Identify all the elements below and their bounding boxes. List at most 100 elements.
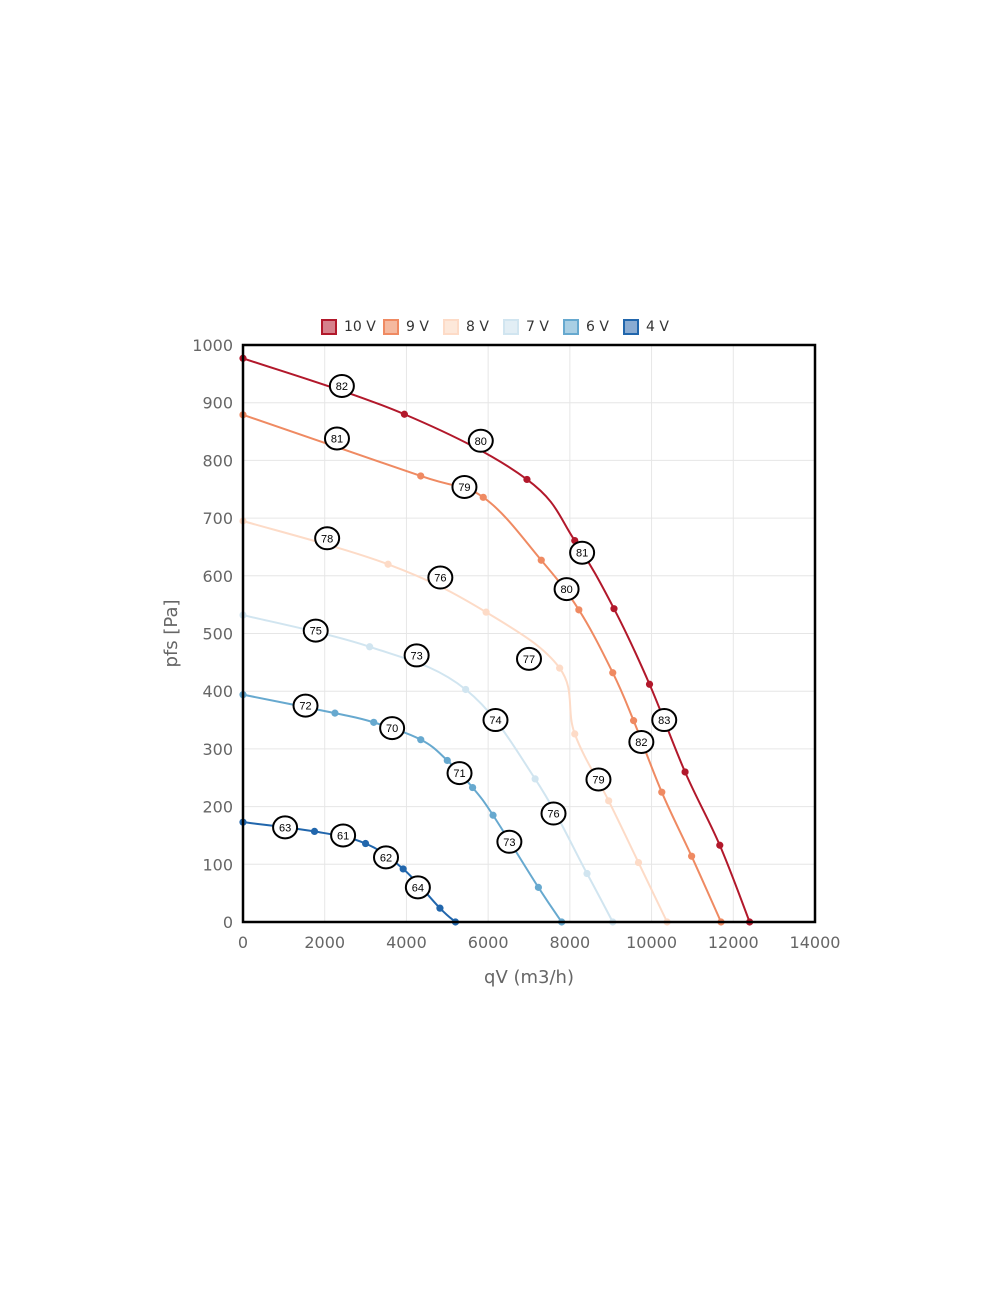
- annotation-label: 78: [321, 533, 333, 545]
- annotation-bubble: [467, 428, 494, 453]
- data-point: [531, 775, 539, 783]
- y-axis-title: pfs [Pa]: [161, 600, 182, 668]
- annotation-label: 83: [658, 715, 670, 727]
- annotation-label: 74: [489, 715, 501, 727]
- legend-label: 10 V: [344, 319, 376, 335]
- annotation-label: 64: [412, 882, 424, 894]
- annotation-bubble: [323, 426, 350, 451]
- annotation-label: 73: [411, 650, 423, 662]
- data-point: [366, 643, 374, 651]
- annotation-bubble: [496, 829, 523, 854]
- series-layer: [239, 354, 754, 926]
- annotation-bubble: [403, 643, 430, 668]
- x-tick-label: 14000: [790, 933, 841, 952]
- annotation-bubble: [302, 618, 329, 643]
- y-tick-label: 800: [202, 451, 233, 470]
- data-point: [523, 475, 531, 484]
- legend-label: 9 V: [406, 319, 429, 335]
- annotation-bubble: [272, 815, 299, 840]
- x-tick-label: 8000: [549, 933, 590, 952]
- x-axis-title: qV (m3/h): [484, 967, 574, 988]
- data-point: [436, 904, 444, 912]
- annotation-bubble: [379, 716, 406, 741]
- annotation-label: 73: [503, 837, 515, 849]
- legend: 10 V 9 V 8 V 7 V 6 V 4 V: [321, 319, 669, 335]
- data-point: [537, 556, 545, 564]
- data-point: [489, 811, 497, 819]
- data-point: [417, 472, 425, 480]
- y-tick-label: 1000: [192, 336, 233, 355]
- data-point: [575, 606, 583, 614]
- series-line: [242, 520, 668, 923]
- y-axis-ticks: 0 100 200 300 400 500 600 700 800 900 1000: [192, 336, 233, 932]
- annotation-bubble: [569, 540, 596, 565]
- data-point: [556, 664, 564, 672]
- data-point: [310, 827, 319, 836]
- annotation-label: 76: [547, 809, 559, 821]
- annotation-label: 79: [592, 774, 604, 786]
- annotation-label: 61: [337, 830, 349, 842]
- data-point: [534, 883, 542, 891]
- x-tick-label: 2000: [304, 933, 345, 952]
- data-point: [331, 709, 339, 717]
- data-point: [479, 493, 487, 501]
- annotation-label: 77: [523, 654, 535, 666]
- annotation-bubble: [451, 474, 478, 499]
- data-point: [443, 756, 451, 765]
- data-point: [658, 788, 666, 796]
- annotation-label: 62: [380, 852, 392, 864]
- annotation-bubble: [516, 646, 542, 671]
- annotation-bubble: [446, 761, 473, 786]
- x-tick-label: 0: [238, 933, 248, 952]
- annotation-label: 71: [453, 768, 465, 780]
- y-tick-label: 400: [202, 682, 233, 701]
- annotation-bubble: [292, 693, 319, 718]
- x-tick-label: 6000: [468, 933, 509, 952]
- data-point: [645, 680, 654, 688]
- x-axis-ticks: 0 2000 4000 6000 8000 10000 12000 14000: [238, 933, 841, 952]
- data-point: [361, 839, 370, 848]
- legend-swatch: [623, 319, 639, 335]
- annotation-label: 72: [299, 701, 311, 713]
- data-point: [583, 869, 591, 878]
- y-tick-label: 0: [223, 913, 233, 932]
- y-tick-label: 500: [202, 625, 233, 644]
- annotation-label: 82: [635, 737, 647, 749]
- annotation-label: 80: [475, 436, 487, 448]
- annotation-label: 70: [386, 723, 398, 735]
- data-point: [634, 858, 643, 867]
- plot-frame: [241, 343, 817, 924]
- y-tick-label: 300: [202, 740, 233, 759]
- annotation-bubble: [427, 565, 454, 590]
- data-point: [400, 410, 408, 418]
- y-tick-label: 100: [202, 855, 233, 874]
- data-point: [384, 560, 392, 568]
- annotation-bubble: [628, 729, 655, 754]
- annotation-bubble: [553, 577, 580, 602]
- series-line: [242, 413, 722, 923]
- data-point: [610, 605, 618, 613]
- annotation-bubble: [482, 708, 509, 733]
- annotation-label: 79: [458, 482, 470, 494]
- data-point: [399, 865, 407, 873]
- y-tick-label: 200: [202, 798, 233, 817]
- y-tick-label: 600: [202, 567, 233, 586]
- data-point: [681, 768, 689, 776]
- data-point: [716, 841, 724, 849]
- annotation-layer: 82 80 81 83 81 79 80 82 78 76 77 79 75 73 74 76 72 70 71 73…: [272, 373, 678, 900]
- annotation-label: 82: [336, 381, 348, 393]
- annotation-label: 81: [576, 548, 588, 560]
- annotation-bubble: [404, 875, 431, 900]
- legend-swatch: [443, 319, 459, 335]
- annotation-label: 81: [331, 433, 343, 445]
- data-point: [629, 717, 638, 725]
- annotation-bubble: [651, 708, 678, 733]
- legend-label: 8 V: [466, 319, 489, 335]
- legend-label: 7 V: [526, 319, 549, 335]
- legend-swatch: [503, 319, 519, 335]
- data-point: [571, 730, 579, 738]
- legend-label: 6 V: [586, 319, 609, 335]
- data-point: [688, 852, 696, 860]
- x-tick-label: 4000: [386, 933, 427, 952]
